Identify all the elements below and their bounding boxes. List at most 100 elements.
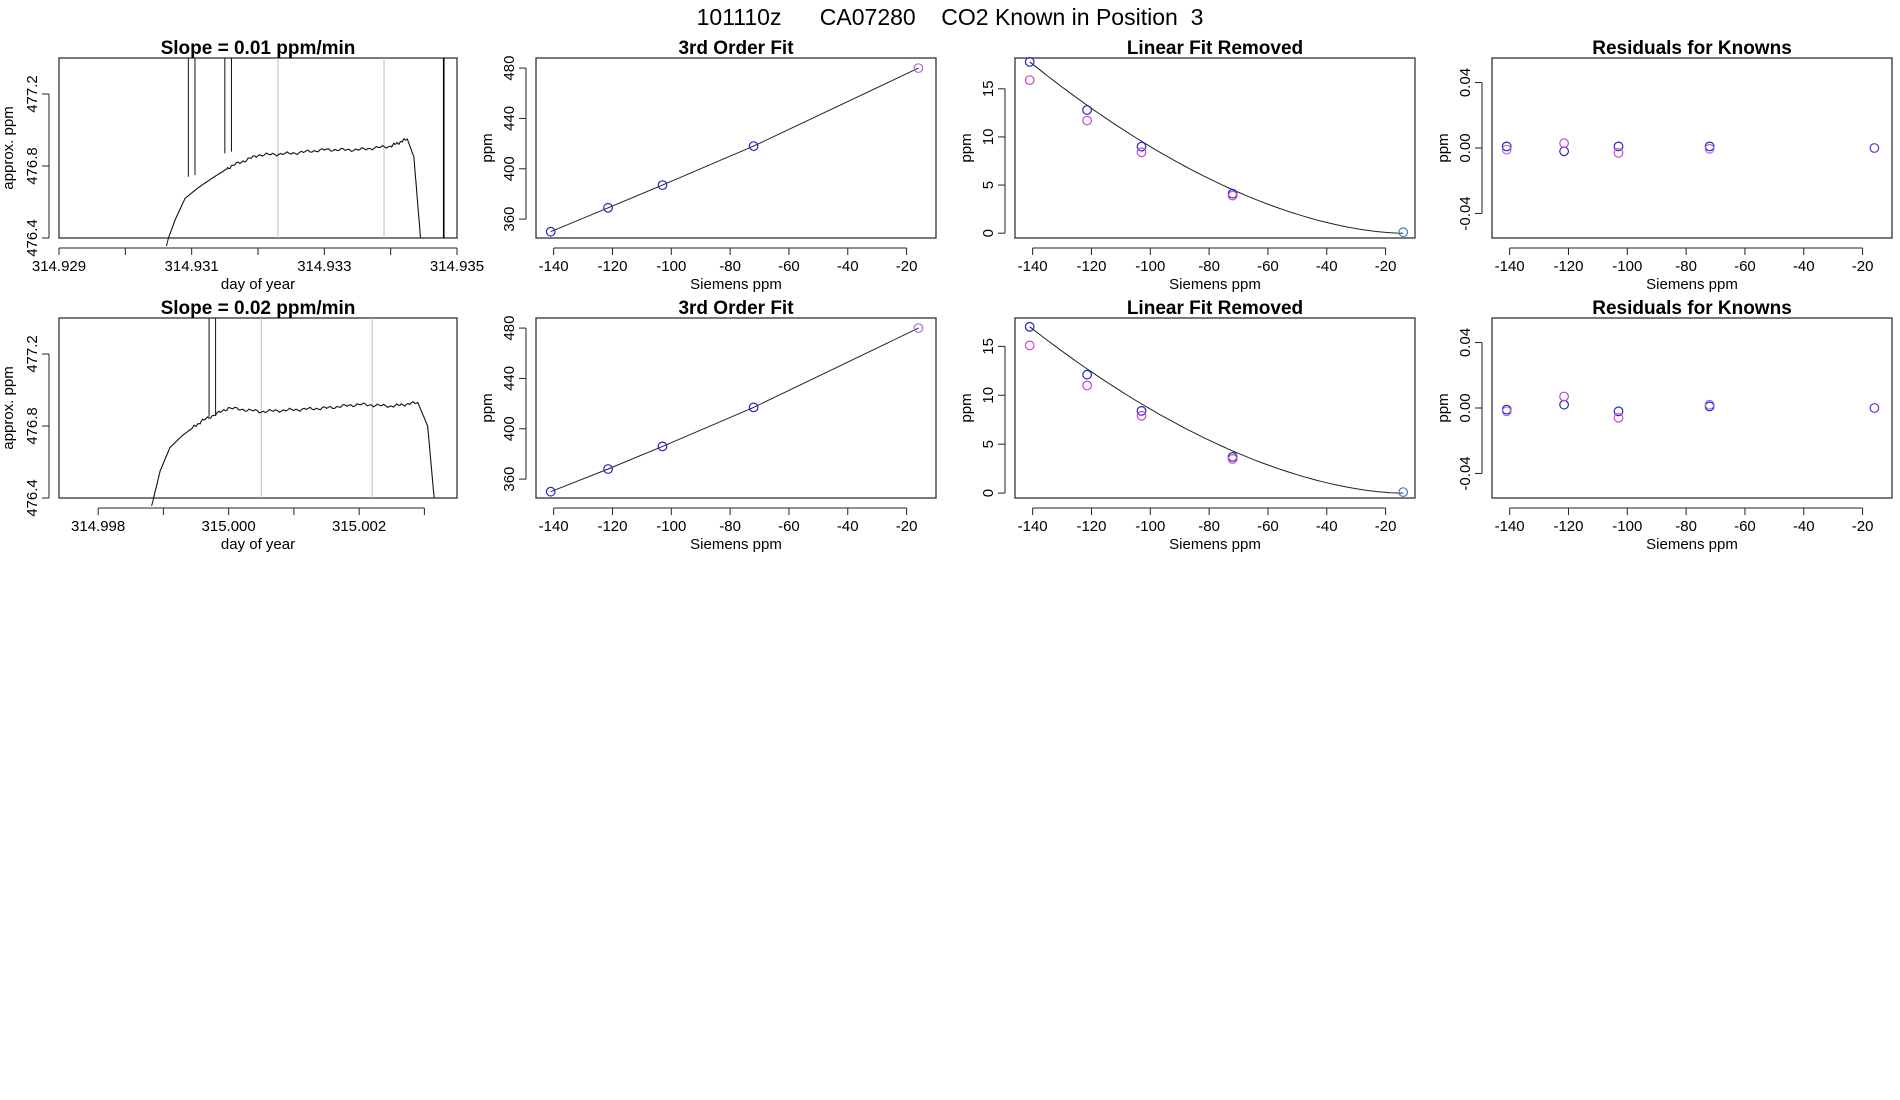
trace-spike (224, 58, 232, 154)
data-point (1613, 141, 1624, 152)
data-point (1613, 412, 1624, 423)
data-point (913, 323, 924, 334)
panel-r2-fit: 3rd Order Fit -140 -120 -100 -80 -60 -40 -20 Sie… (479, 298, 937, 553)
plot-frame (1491, 317, 1893, 499)
data-point (1559, 399, 1569, 410)
x-tick-label: -80 (1198, 518, 1220, 535)
plot-area (1029, 326, 1404, 494)
y-tick-label: 10 (980, 387, 997, 404)
trace-tail (151, 497, 155, 507)
y-tick-label: 440 (501, 106, 518, 131)
panel-r1-ts: Slope = 0.01 ppm/min 314.929 314.931 314.93… (0, 38, 484, 293)
x-tick-label: -60 (1257, 258, 1279, 275)
data-point (657, 441, 668, 452)
x-tick-label: -20 (1375, 258, 1397, 275)
x-tick-label: -140 (1018, 258, 1048, 275)
data-point (1227, 190, 1238, 201)
x-tick-label: -20 (1852, 518, 1874, 535)
y-axis-label: ppm (958, 133, 975, 162)
y-tick-label: 440 (501, 366, 518, 391)
panel-r2-lin: Linear Fit Removed -140 -120 -100 -80 -60 -40 -… (958, 298, 1416, 553)
data-point (1704, 399, 1715, 410)
data-point (748, 141, 759, 152)
x-tick-label: -140 (539, 518, 569, 535)
x-tick-label: 314.998 (71, 518, 125, 535)
trace-line (167, 137, 422, 238)
x-tick-label: -80 (719, 518, 741, 535)
data-point (1398, 487, 1409, 498)
x-tick-label: -60 (1734, 258, 1756, 275)
data-point (1613, 406, 1624, 417)
plot-area (1029, 61, 1404, 234)
panel-r2-res: Residuals for Knowns -140 -120 -100 -80 -60 -4… (1435, 298, 1893, 553)
panel-title: Linear Fit Removed (1127, 298, 1303, 319)
plot-frame (535, 317, 937, 499)
plot-frame (58, 317, 458, 499)
y-tick-label: -0.04 (1457, 456, 1474, 490)
plot-frame (535, 57, 937, 239)
data-point (1136, 406, 1147, 416)
data-point (1501, 406, 1512, 417)
plot-area (550, 67, 919, 233)
x-axis-label: Siemens ppm (690, 276, 782, 293)
x-tick-label: -20 (1375, 518, 1397, 535)
data-point (1227, 188, 1238, 199)
y-tick-label: 15 (980, 80, 997, 97)
x-tick-label: -80 (1198, 258, 1220, 275)
x-tick-label: 314.931 (165, 258, 219, 275)
data-point (1869, 403, 1880, 413)
plot-area (550, 327, 919, 493)
x-axis-label: Siemens ppm (1646, 536, 1738, 553)
panel-title: Residuals for Knowns (1592, 298, 1792, 319)
data-point (1704, 141, 1715, 152)
y-tick-label: 477.2 (24, 75, 41, 113)
x-tick-label: -80 (1675, 518, 1697, 535)
data-point (1082, 115, 1092, 126)
x-tick-label: -120 (1553, 258, 1583, 275)
data-point (1704, 143, 1715, 154)
plot-frame (1014, 317, 1416, 499)
data-point (1082, 105, 1092, 115)
y-tick-label: 0.04 (1457, 328, 1474, 357)
data-point (545, 486, 556, 497)
x-tick-label: 314.929 (32, 258, 86, 275)
data-point (1501, 144, 1512, 155)
y-tick-label: 360 (501, 467, 518, 492)
y-tick-label: 477.2 (24, 335, 41, 373)
x-tick-label: -60 (1734, 518, 1756, 535)
data-point (1024, 340, 1035, 351)
y-axis-label: ppm (958, 393, 975, 422)
x-tick-label: -100 (1612, 518, 1642, 535)
y-axis-label: approx. ppm (0, 366, 17, 449)
y-axis-label: ppm (479, 393, 496, 422)
y-tick-label: 476.8 (24, 147, 41, 185)
x-tick-label: -100 (656, 258, 686, 275)
x-tick-label: -100 (1612, 258, 1642, 275)
panels: Slope = 0.01 ppm/min 314.929 314.931 314.93… (0, 38, 1893, 553)
x-tick-label: -120 (597, 518, 627, 535)
x-tick-label: -100 (1135, 258, 1165, 275)
y-tick-label: 15 (980, 338, 997, 355)
x-tick-label: -40 (1316, 518, 1338, 535)
x-tick-label: -40 (1793, 258, 1815, 275)
panel-title: Slope = 0.02 ppm/min (161, 298, 356, 319)
panel-r1-fit: 3rd Order Fit -140 -120 -100 -80 -60 -40 -20 Sie… (479, 38, 937, 293)
y-axis-label: ppm (1435, 393, 1452, 422)
data-point (603, 202, 613, 213)
x-tick-label: -80 (719, 258, 741, 275)
x-axis-label: Siemens ppm (1169, 276, 1261, 293)
data-point (1869, 143, 1880, 153)
y-axis-label: ppm (479, 133, 496, 162)
x-tick-label: 314.935 (430, 258, 484, 275)
y-tick-label: 476.4 (24, 479, 41, 517)
y-tick-label: 0.04 (1457, 68, 1474, 97)
x-tick-label: -140 (539, 258, 569, 275)
panel-r1-lin: Linear Fit Removed -140 -120 -100 -80 -60 -40 -… (958, 38, 1416, 293)
panel-title: 3rd Order Fit (678, 38, 794, 59)
fit-curve (1029, 61, 1404, 234)
y-tick-label: -0.04 (1457, 196, 1474, 230)
data-point (1501, 141, 1512, 152)
x-tick-label: -20 (896, 518, 918, 535)
fit-curve (550, 67, 919, 233)
y-tick-label: 0 (980, 489, 997, 497)
